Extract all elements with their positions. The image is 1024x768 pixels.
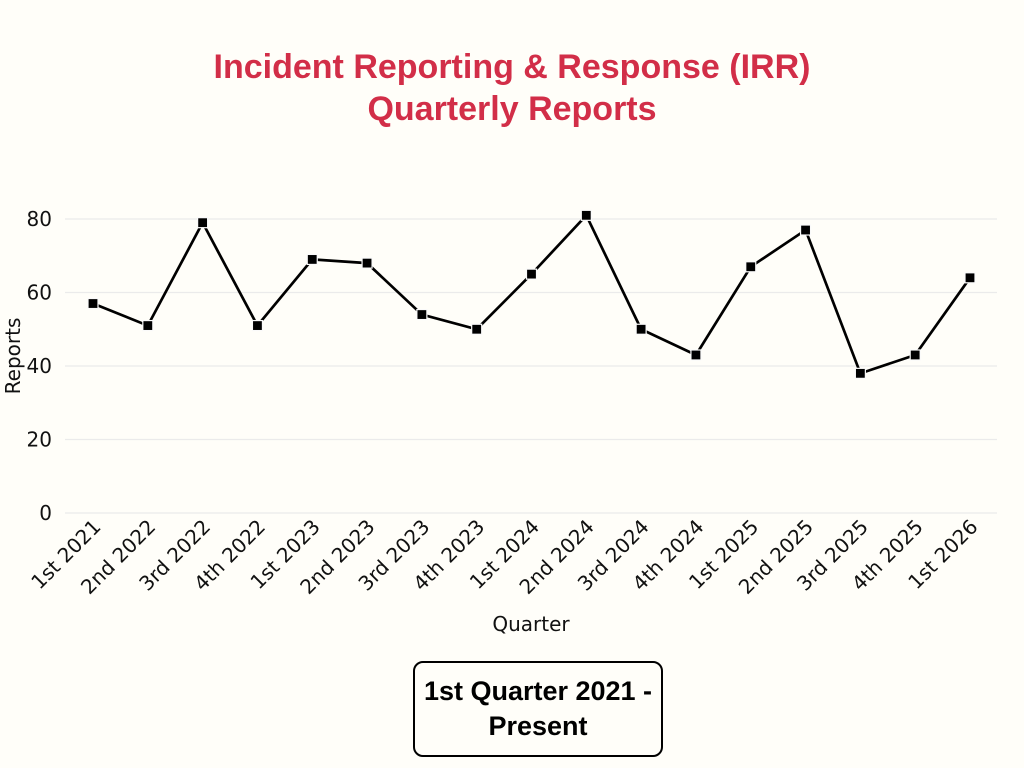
data-point-marker: [361, 257, 373, 269]
x-axis-title: Quarter: [492, 612, 570, 636]
data-point-marker: [909, 349, 921, 361]
data-point-marker: [635, 323, 647, 335]
data-point-marker: [690, 349, 702, 361]
data-point-marker: [745, 261, 757, 273]
y-tick-label: 40: [27, 354, 52, 378]
data-point-marker: [854, 367, 866, 379]
y-tick-label: 0: [39, 501, 52, 525]
y-tick-label: 80: [27, 207, 52, 231]
data-point-marker: [87, 297, 99, 310]
data-point-marker: [964, 272, 976, 284]
y-tick-label: 20: [27, 428, 52, 452]
y-axis-title: Reports: [1, 318, 25, 395]
series-line: [92, 212, 972, 376]
data-point-marker: [471, 323, 483, 335]
date-range-label: 1st Quarter 2021 - Present: [423, 675, 653, 741]
chart-title-line1: Incident Reporting & Response (IRR): [213, 48, 811, 86]
data-point-marker: [580, 209, 592, 221]
data-point-marker: [799, 224, 812, 236]
data-point-marker: [306, 253, 318, 266]
data-point-marker: [525, 268, 538, 280]
chart-title-line2: Quarterly Reports: [367, 90, 657, 129]
data-point-marker: [142, 319, 154, 332]
y-tick-label: 60: [27, 281, 52, 305]
chart-title: Incident Reporting & Response (IRR) Quar…: [0, 46, 1024, 130]
date-range-box: 1st Quarter 2021 - Present: [413, 661, 663, 757]
data-point-marker: [251, 319, 264, 332]
data-point-marker: [416, 308, 428, 321]
data-point-marker: [197, 217, 209, 229]
